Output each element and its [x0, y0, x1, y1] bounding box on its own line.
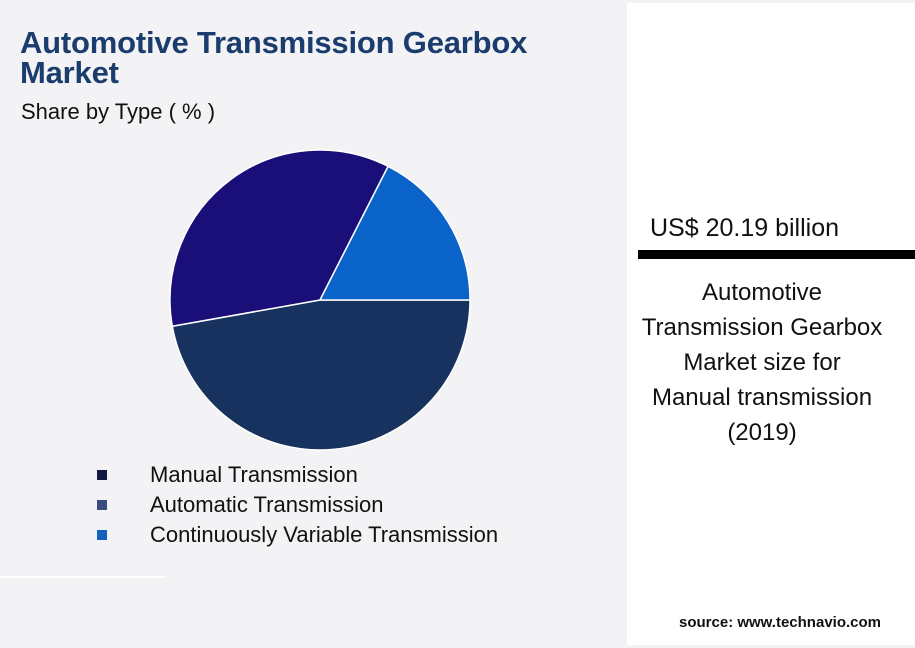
legend-label-cvt: Continuously Variable Transmission [150, 522, 499, 547]
legend-item-cvt: Continuously Variable Transmission [97, 520, 498, 550]
divider-line [0, 576, 165, 578]
market-size-caption: Automotive Transmission Gearbox Market s… [641, 279, 883, 446]
legend-item-manual: Manual Transmission [97, 460, 498, 490]
source-note: source: www.technavio.com [679, 614, 881, 631]
chart-legend: Manual Transmission Automatic Transmissi… [97, 460, 498, 550]
legend-label-automatic: Automatic Transmission [150, 492, 384, 517]
value-divider [638, 250, 915, 259]
pie-slice-medium [169, 149, 390, 328]
chart-title: Automotive Transmission Gearbox Market [20, 25, 528, 90]
chart-subtitle: Share by Type ( % ) [21, 99, 216, 124]
legend-swatch-automatic [97, 500, 107, 510]
market-size-panel: US$ 20.19 billion Automotive Transmissio… [627, 3, 915, 645]
pie-chart [169, 149, 471, 451]
legend-item-automatic: Automatic Transmission [97, 490, 498, 520]
pie-slice-large [171, 299, 471, 451]
legend-swatch-manual [97, 470, 107, 480]
legend-label-manual: Manual Transmission [150, 462, 358, 487]
market-size-value: US$ 20.19 billion [650, 214, 840, 242]
legend-swatch-cvt [97, 530, 107, 540]
pie-slice-small [318, 165, 471, 301]
